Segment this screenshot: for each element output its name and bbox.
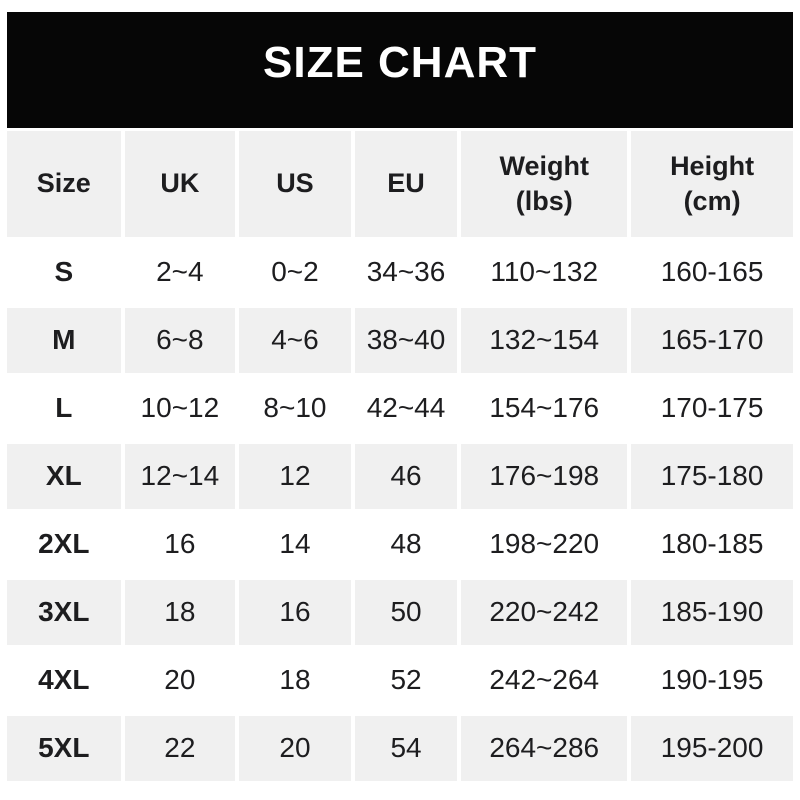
cell-eu: 46: [354, 444, 458, 509]
column-header-label: Size: [36, 168, 91, 199]
cell-uk: 22: [124, 716, 236, 781]
cell-uk: 6~8: [124, 308, 236, 373]
cell-height: 180-185: [631, 512, 793, 577]
cell-us: 0~2: [239, 240, 351, 305]
cell-size: M: [7, 308, 121, 373]
table-row-s: S 2~4 0~2 34~36 110~132 160-165: [7, 240, 793, 305]
column-header-label: US: [276, 168, 314, 199]
title-banner: SIZE CHART: [7, 12, 793, 128]
cell-eu: 54: [354, 716, 458, 781]
cell-weight: 198~220: [461, 512, 628, 577]
cell-uk: 2~4: [124, 240, 236, 305]
cell-eu: 42~44: [354, 376, 458, 441]
cell-height: 165-170: [631, 308, 793, 373]
cell-eu: 34~36: [354, 240, 458, 305]
cell-size: 3XL: [7, 580, 121, 645]
column-header-label: Weight: [499, 150, 589, 181]
cell-weight: 132~154: [461, 308, 628, 373]
column-header-label: UK: [160, 168, 200, 199]
column-header-label: EU: [387, 168, 425, 199]
cell-eu: 38~40: [354, 308, 458, 373]
table-row-4xl: 4XL 20 18 52 242~264 190-195: [7, 648, 793, 713]
cell-weight: 220~242: [461, 580, 628, 645]
cell-us: 4~6: [239, 308, 351, 373]
cell-us: 18: [239, 648, 351, 713]
cell-size: 2XL: [7, 512, 121, 577]
table-row-l: L 10~12 8~10 42~44 154~176 170-175: [7, 376, 793, 441]
cell-us: 14: [239, 512, 351, 577]
cell-weight: 264~286: [461, 716, 628, 781]
cell-weight: 176~198: [461, 444, 628, 509]
size-chart-table: Size UK US EU Weight (lbs) Height (cm): [7, 131, 793, 781]
table-header-row: Size UK US EU Weight (lbs) Height (cm): [7, 131, 793, 237]
cell-size: L: [7, 376, 121, 441]
cell-uk: 16: [124, 512, 236, 577]
cell-height: 175-180: [631, 444, 793, 509]
cell-height: 160-165: [631, 240, 793, 305]
table-row-3xl: 3XL 18 16 50 220~242 185-190: [7, 580, 793, 645]
column-header-uk: UK: [124, 131, 236, 237]
cell-weight: 242~264: [461, 648, 628, 713]
cell-size: 4XL: [7, 648, 121, 713]
cell-weight: 110~132: [461, 240, 628, 305]
column-header-eu: EU: [354, 131, 458, 237]
cell-height: 195-200: [631, 716, 793, 781]
cell-eu: 48: [354, 512, 458, 577]
cell-size: 5XL: [7, 716, 121, 781]
cell-eu: 52: [354, 648, 458, 713]
cell-weight: 154~176: [461, 376, 628, 441]
table-row-5xl: 5XL 22 20 54 264~286 195-200: [7, 716, 793, 781]
cell-uk: 10~12: [124, 376, 236, 441]
cell-eu: 50: [354, 580, 458, 645]
column-header-weight: Weight (lbs): [461, 131, 628, 237]
column-header-label: Height: [670, 150, 755, 181]
table-row-m: M 6~8 4~6 38~40 132~154 165-170: [7, 308, 793, 373]
cell-height: 185-190: [631, 580, 793, 645]
column-header-us: US: [239, 131, 351, 237]
cell-uk: 18: [124, 580, 236, 645]
table-row-2xl: 2XL 16 14 48 198~220 180-185: [7, 512, 793, 577]
cell-us: 16: [239, 580, 351, 645]
cell-us: 8~10: [239, 376, 351, 441]
table-row-xl: XL 12~14 12 46 176~198 175-180: [7, 444, 793, 509]
cell-uk: 20: [124, 648, 236, 713]
column-header-sublabel: (lbs): [515, 186, 573, 216]
column-header-height: Height (cm): [631, 131, 793, 237]
cell-us: 12: [239, 444, 351, 509]
cell-us: 20: [239, 716, 351, 781]
page-title: SIZE CHART: [263, 38, 537, 87]
cell-uk: 12~14: [124, 444, 236, 509]
column-header-sublabel: (cm): [683, 186, 741, 216]
cell-height: 170-175: [631, 376, 793, 441]
cell-size: XL: [7, 444, 121, 509]
cell-height: 190-195: [631, 648, 793, 713]
cell-size: S: [7, 240, 121, 305]
column-header-size: Size: [7, 131, 121, 237]
